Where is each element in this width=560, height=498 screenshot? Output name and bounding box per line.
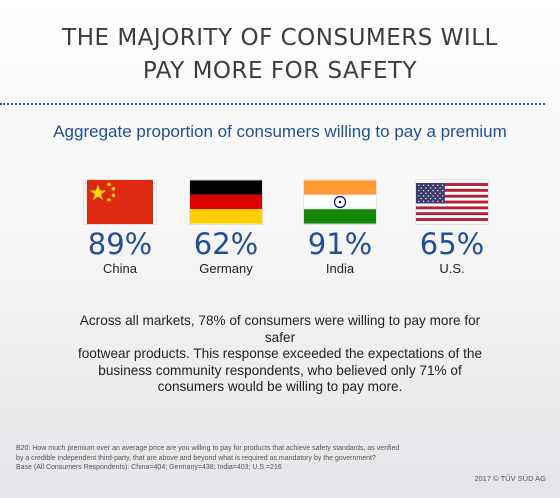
footnote-line-2: by a credible independent third-party, t… [16, 454, 376, 462]
summary-line-3: business community respondents, who beli… [98, 362, 462, 378]
footnote-line-3: Base (All Consumers Respondents): China=… [16, 464, 282, 471]
us-flag-icon [416, 183, 488, 221]
value-label-india: 91% [307, 227, 373, 261]
country-germany: 62% Germany [176, 180, 276, 276]
value-label-germany: 62% [193, 227, 259, 261]
footnote-line-1: B20: How much premium over an average pr… [16, 445, 400, 452]
value-label-us: 65% [419, 227, 485, 261]
summary-line-2: footwear products. This response exceede… [77, 346, 483, 361]
summary-line-4: consumers would be willing to pay more. [157, 379, 403, 394]
chart-subtitle: Aggregate proportion of consumers willin… [53, 122, 507, 141]
title-line-1: THE MAJORITY OF CONSUMERS WILL [62, 25, 498, 51]
category-label-india: India [325, 261, 355, 276]
germany-flag-icon [190, 180, 262, 224]
category-label-germany: Germany [199, 261, 253, 276]
dotted-divider [0, 103, 545, 105]
country-india: 91% India [290, 180, 390, 276]
copyright-notice: 2017 © TÜV SÜD AG [474, 474, 546, 483]
category-label-china: China [103, 261, 137, 276]
value-label-china: 89% [87, 227, 153, 261]
page-title: THE MAJORITY OF CONSUMERS WILL PAY MORE … [0, 22, 560, 88]
country-us: 65% U.S. [402, 180, 502, 276]
survey-footnote: B20: How much premium over an average pr… [16, 444, 406, 473]
country-china: 89% China [70, 180, 170, 276]
summary-paragraph: Across all markets, 78% of consumers wer… [70, 313, 490, 396]
title-line-2: PAY MORE FOR SAFETY [142, 58, 418, 84]
summary-line-1: Across all markets, 78% of consumers wer… [79, 313, 481, 345]
category-label-us: U.S. [439, 261, 465, 276]
china-flag-icon [87, 180, 153, 224]
india-flag-icon [304, 180, 376, 224]
